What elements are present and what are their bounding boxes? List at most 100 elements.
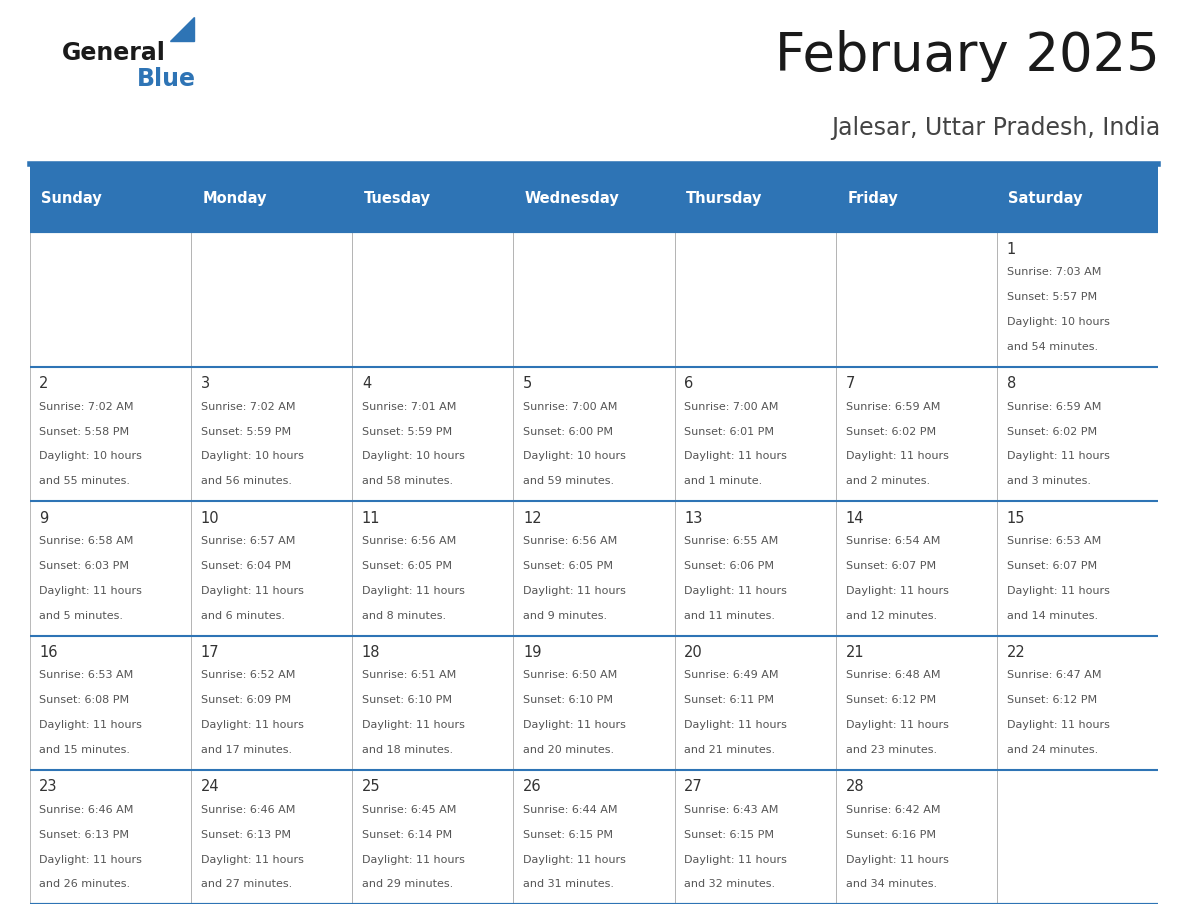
Text: Sunset: 6:03 PM: Sunset: 6:03 PM <box>39 561 129 571</box>
Text: Daylight: 11 hours: Daylight: 11 hours <box>846 452 948 462</box>
Text: Sunset: 6:10 PM: Sunset: 6:10 PM <box>523 695 613 705</box>
Bar <box>675 165 836 232</box>
Text: and 1 minute.: and 1 minute. <box>684 476 763 487</box>
Text: Daylight: 11 hours: Daylight: 11 hours <box>684 720 788 730</box>
Text: Sunrise: 6:53 AM: Sunrise: 6:53 AM <box>1006 536 1101 546</box>
Text: February 2025: February 2025 <box>776 29 1159 82</box>
Text: Sunset: 6:05 PM: Sunset: 6:05 PM <box>523 561 613 571</box>
Text: Daylight: 11 hours: Daylight: 11 hours <box>684 452 788 462</box>
Text: 22: 22 <box>1006 645 1025 660</box>
Text: Sunset: 6:16 PM: Sunset: 6:16 PM <box>846 830 935 840</box>
Text: and 58 minutes.: and 58 minutes. <box>362 476 453 487</box>
Text: Sunset: 6:02 PM: Sunset: 6:02 PM <box>846 427 936 437</box>
Bar <box>675 367 836 501</box>
Text: Blue: Blue <box>137 67 196 91</box>
Text: Sunset: 6:14 PM: Sunset: 6:14 PM <box>362 830 451 840</box>
Text: Daylight: 11 hours: Daylight: 11 hours <box>684 855 788 865</box>
Text: Sunset: 6:01 PM: Sunset: 6:01 PM <box>684 427 775 437</box>
Text: Sunset: 6:08 PM: Sunset: 6:08 PM <box>39 695 129 705</box>
Text: and 29 minutes.: and 29 minutes. <box>362 879 453 890</box>
Text: 17: 17 <box>201 645 220 660</box>
Bar <box>191 501 352 635</box>
Text: Daylight: 11 hours: Daylight: 11 hours <box>362 720 465 730</box>
Text: Sunrise: 7:03 AM: Sunrise: 7:03 AM <box>1006 267 1101 277</box>
Text: Daylight: 10 hours: Daylight: 10 hours <box>201 452 303 462</box>
Text: and 21 minutes.: and 21 minutes. <box>684 745 776 755</box>
Bar <box>675 501 836 635</box>
Text: Sunrise: 6:45 AM: Sunrise: 6:45 AM <box>362 805 456 815</box>
Text: and 12 minutes.: and 12 minutes. <box>846 610 936 621</box>
Bar <box>513 165 675 232</box>
Bar <box>675 635 836 770</box>
Text: Sunrise: 6:59 AM: Sunrise: 6:59 AM <box>1006 402 1101 411</box>
Bar <box>836 501 997 635</box>
Text: Saturday: Saturday <box>1009 191 1082 207</box>
Text: 15: 15 <box>1006 510 1025 525</box>
Text: Sunset: 6:15 PM: Sunset: 6:15 PM <box>684 830 775 840</box>
Text: Daylight: 11 hours: Daylight: 11 hours <box>201 720 303 730</box>
Text: Daylight: 11 hours: Daylight: 11 hours <box>846 586 948 596</box>
Text: Sunset: 6:02 PM: Sunset: 6:02 PM <box>1006 427 1097 437</box>
Text: Monday: Monday <box>202 191 267 207</box>
Text: Sunrise: 7:02 AM: Sunrise: 7:02 AM <box>39 402 134 411</box>
Bar <box>30 770 191 904</box>
Text: 13: 13 <box>684 510 702 525</box>
Text: Sunset: 6:13 PM: Sunset: 6:13 PM <box>39 830 129 840</box>
Text: Sunset: 6:07 PM: Sunset: 6:07 PM <box>1006 561 1097 571</box>
Text: 28: 28 <box>846 779 864 794</box>
Text: 26: 26 <box>523 779 542 794</box>
Text: Sunset: 6:15 PM: Sunset: 6:15 PM <box>523 830 613 840</box>
Text: Sunset: 6:09 PM: Sunset: 6:09 PM <box>201 695 291 705</box>
Text: Sunrise: 6:49 AM: Sunrise: 6:49 AM <box>684 670 779 680</box>
Text: 6: 6 <box>684 376 694 391</box>
Text: and 20 minutes.: and 20 minutes. <box>523 745 614 755</box>
Text: Sunset: 6:13 PM: Sunset: 6:13 PM <box>201 830 291 840</box>
Text: Sunset: 5:59 PM: Sunset: 5:59 PM <box>201 427 291 437</box>
Text: Daylight: 11 hours: Daylight: 11 hours <box>684 586 788 596</box>
Text: Sunset: 6:12 PM: Sunset: 6:12 PM <box>846 695 936 705</box>
Text: Sunrise: 6:43 AM: Sunrise: 6:43 AM <box>684 805 778 815</box>
Text: Sunrise: 6:44 AM: Sunrise: 6:44 AM <box>523 805 618 815</box>
Bar <box>997 770 1158 904</box>
Text: Sunrise: 6:53 AM: Sunrise: 6:53 AM <box>39 670 133 680</box>
Text: Daylight: 11 hours: Daylight: 11 hours <box>201 586 303 596</box>
Text: Jalesar, Uttar Pradesh, India: Jalesar, Uttar Pradesh, India <box>830 116 1159 140</box>
Text: Sunrise: 7:00 AM: Sunrise: 7:00 AM <box>684 402 778 411</box>
Bar <box>30 367 191 501</box>
Text: Daylight: 11 hours: Daylight: 11 hours <box>523 855 626 865</box>
Text: and 15 minutes.: and 15 minutes. <box>39 745 131 755</box>
Text: 27: 27 <box>684 779 703 794</box>
Bar <box>513 635 675 770</box>
Text: and 17 minutes.: and 17 minutes. <box>201 745 292 755</box>
Bar <box>836 770 997 904</box>
Text: Daylight: 11 hours: Daylight: 11 hours <box>362 586 465 596</box>
Bar <box>997 501 1158 635</box>
Text: and 23 minutes.: and 23 minutes. <box>846 745 936 755</box>
Text: Sunrise: 6:56 AM: Sunrise: 6:56 AM <box>523 536 618 546</box>
Text: and 2 minutes.: and 2 minutes. <box>846 476 930 487</box>
Text: Daylight: 10 hours: Daylight: 10 hours <box>362 452 465 462</box>
Bar <box>352 770 513 904</box>
Text: General: General <box>62 41 166 65</box>
Bar <box>997 232 1158 367</box>
Text: 25: 25 <box>362 779 380 794</box>
Text: Sunset: 5:57 PM: Sunset: 5:57 PM <box>1006 292 1097 302</box>
Text: Sunrise: 6:52 AM: Sunrise: 6:52 AM <box>201 670 295 680</box>
Text: Daylight: 10 hours: Daylight: 10 hours <box>523 452 626 462</box>
Text: Daylight: 11 hours: Daylight: 11 hours <box>846 855 948 865</box>
Text: Daylight: 11 hours: Daylight: 11 hours <box>846 720 948 730</box>
Text: Tuesday: Tuesday <box>364 191 430 207</box>
Text: Sunset: 6:12 PM: Sunset: 6:12 PM <box>1006 695 1097 705</box>
Text: and 26 minutes.: and 26 minutes. <box>39 879 131 890</box>
Bar <box>352 635 513 770</box>
Bar <box>836 635 997 770</box>
Text: 14: 14 <box>846 510 864 525</box>
Bar <box>30 501 191 635</box>
Text: Sunrise: 6:46 AM: Sunrise: 6:46 AM <box>39 805 134 815</box>
Text: Daylight: 10 hours: Daylight: 10 hours <box>1006 317 1110 327</box>
Bar <box>513 232 675 367</box>
Bar <box>997 635 1158 770</box>
Text: 7: 7 <box>846 376 855 391</box>
Text: 4: 4 <box>362 376 371 391</box>
Text: Sunrise: 6:51 AM: Sunrise: 6:51 AM <box>362 670 456 680</box>
